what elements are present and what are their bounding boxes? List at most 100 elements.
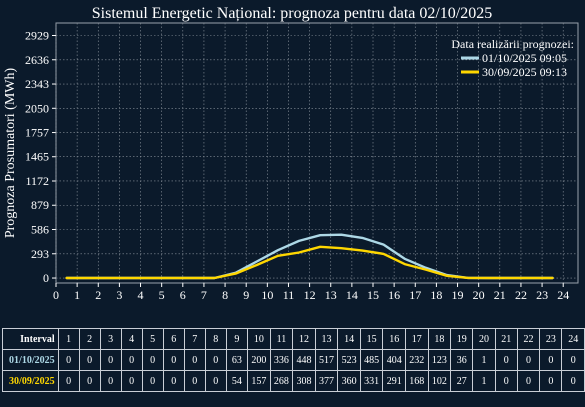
table-header-row: Interval 1 2 3 4 5 6 7 8 9 10 11 12 13 14 15 16 17 18 19 20 2… <box>2 328 585 350</box>
interval-header-cell: 3 <box>99 328 122 350</box>
x-tick-label: 23 <box>536 288 548 302</box>
table-cell: 1 <box>472 370 496 392</box>
x-tick-label: 21 <box>494 288 506 302</box>
table-cell: 0 <box>494 349 518 371</box>
table-cell: 123 <box>427 349 452 371</box>
table-row-header: Interval <box>2 328 59 350</box>
table-cell: 0 <box>561 349 585 371</box>
interval-header-cell: 10 <box>247 328 271 350</box>
forecast-data-table: Interval 1 2 3 4 5 6 7 8 9 10 11 12 13 14 15 16 17 18 19 20 2… <box>2 328 585 392</box>
table-cell: 157 <box>247 370 271 392</box>
x-tick-label: 1 <box>74 288 80 302</box>
table-cell: 0 <box>99 349 122 371</box>
table-cell: 0 <box>539 349 563 371</box>
interval-header-cell: 8 <box>204 328 227 350</box>
table-cell: 377 <box>314 370 339 392</box>
table-cell: 404 <box>382 349 406 371</box>
legend-entry-label: 01/10/2025 09:05 <box>482 51 567 65</box>
interval-header-cell: 13 <box>314 328 339 350</box>
interval-header-cell: 9 <box>225 328 249 350</box>
table-cell: 54 <box>225 370 249 392</box>
x-tick-label: 5 <box>159 288 165 302</box>
table-cell: 168 <box>405 370 429 392</box>
x-tick-label: 16 <box>388 288 400 302</box>
table-cell: 102 <box>427 370 452 392</box>
x-tick-label: 3 <box>116 288 122 302</box>
table-cell: 0 <box>204 349 227 371</box>
x-tick-label: 12 <box>304 288 316 302</box>
table-cell: 63 <box>225 349 249 371</box>
interval-header-cell: 5 <box>141 328 164 350</box>
interval-header-cell: 11 <box>269 328 294 350</box>
table-cell: 336 <box>269 349 294 371</box>
interval-header-cell: 20 <box>472 328 496 350</box>
table-cell: 523 <box>337 349 361 371</box>
x-tick-label: 20 <box>473 288 485 302</box>
chart-title: Sistemul Energetic Național: prognoza pe… <box>92 5 493 22</box>
y-tick-label: 293 <box>31 247 49 261</box>
interval-header-cell: 21 <box>494 328 518 350</box>
table-cell: 0 <box>120 370 143 392</box>
table-cell: 0 <box>120 349 143 371</box>
x-tick-label: 7 <box>201 288 207 302</box>
x-tick-label: 22 <box>515 288 527 302</box>
interval-header-cell: 16 <box>382 328 406 350</box>
interval-header-cell: 7 <box>183 328 206 350</box>
interval-header-cell: 18 <box>427 328 452 350</box>
x-tick-label: 2 <box>95 288 101 302</box>
table-cell: 0 <box>516 370 541 392</box>
table-cell: 0 <box>78 349 101 371</box>
table-cell: 291 <box>382 370 406 392</box>
interval-header-cell: 19 <box>450 328 474 350</box>
y-tick-label: 879 <box>31 198 49 212</box>
table-cell: 1 <box>472 349 496 371</box>
y-tick-label: 2636 <box>25 53 49 67</box>
table-row: 01/10/2025 0 0 0 0 0 0 0 0 63 200 336 448 517 523 485 40… <box>2 349 585 371</box>
y-tick-label: 1465 <box>25 150 49 164</box>
table-cell: 0 <box>141 349 164 371</box>
interval-header-cell: 15 <box>359 328 384 350</box>
legend-entry-label: 30/09/2025 09:13 <box>482 65 567 79</box>
x-tick-label: 8 <box>222 288 228 302</box>
table-cell: 308 <box>292 370 316 392</box>
table-cell: 0 <box>183 349 206 371</box>
table-cell: 0 <box>78 370 101 392</box>
y-tick-label: 2929 <box>25 29 49 43</box>
interval-header-cell: 4 <box>120 328 143 350</box>
table-cell: 27 <box>450 370 474 392</box>
interval-header-cell: 1 <box>57 328 80 350</box>
y-tick-label: 2050 <box>25 101 49 115</box>
x-tick-label: 13 <box>325 288 337 302</box>
y-tick-label: 0 <box>43 271 49 285</box>
y-tick-label: 1172 <box>25 174 49 188</box>
series-line-2 <box>65 245 554 280</box>
table-row: 30/09/2025 0 0 0 0 0 0 0 0 54 157 268 308 377 360 331 29… <box>2 370 585 392</box>
table-cell: 0 <box>494 370 518 392</box>
table-cell: 331 <box>359 370 384 392</box>
x-tick-label: 18 <box>430 288 442 302</box>
table-cell: 0 <box>539 370 563 392</box>
x-tick-label: 24 <box>557 288 569 302</box>
table-cell: 0 <box>99 370 122 392</box>
x-tick-label: 10 <box>261 288 273 302</box>
interval-header-cell: 6 <box>162 328 185 350</box>
x-tick-label: 17 <box>409 288 421 302</box>
table-cell: 0 <box>183 370 206 392</box>
table-cell: 268 <box>269 370 294 392</box>
table-cell: 0 <box>57 349 80 371</box>
prosumer-forecast-chart: Sistemul Energetic Național: prognoza pe… <box>3 5 579 302</box>
interval-header-cell: 23 <box>539 328 563 350</box>
table-cell: 0 <box>162 370 185 392</box>
interval-header-cell: 2 <box>78 328 101 350</box>
table-cell: 0 <box>57 370 80 392</box>
table-cell: 485 <box>359 349 384 371</box>
interval-header-cell: 17 <box>405 328 429 350</box>
table-cell: 232 <box>405 349 429 371</box>
table-cell: 0 <box>561 370 585 392</box>
x-tick-label: 6 <box>180 288 186 302</box>
table-cell: 360 <box>337 370 361 392</box>
interval-header-cell: 12 <box>292 328 316 350</box>
table-row-header: 30/09/2025 <box>2 370 59 392</box>
y-tick-label: 1757 <box>25 126 49 140</box>
